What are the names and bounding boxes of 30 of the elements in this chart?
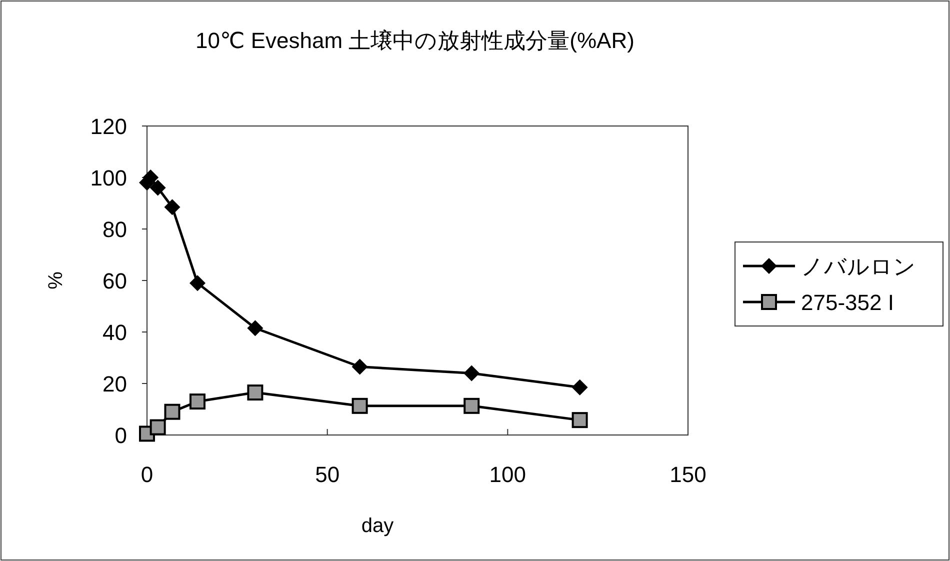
- point: [352, 398, 368, 414]
- y-tick-label: 0: [114, 423, 127, 448]
- point: [150, 419, 166, 436]
- point: [464, 365, 480, 382]
- y-axis-title: %: [45, 271, 67, 290]
- point: [247, 384, 264, 401]
- y-tick-label: 20: [102, 372, 127, 396]
- legend-label: ノバルロン: [801, 254, 916, 279]
- point: [150, 180, 166, 196]
- x-axis-title: day: [361, 515, 394, 537]
- y-tick-label: 120: [90, 114, 127, 139]
- y-tick-label: 60: [102, 268, 127, 294]
- point: [572, 412, 588, 428]
- y-tick-label: 40: [102, 320, 127, 345]
- point: [164, 404, 180, 420]
- point: [464, 398, 480, 414]
- x-tick-label: 0: [140, 462, 154, 487]
- point: [247, 320, 264, 336]
- point: [572, 379, 588, 396]
- legend-label: 275-352 I: [801, 290, 894, 315]
- point: [189, 394, 206, 410]
- x-tick-label: 50: [315, 462, 340, 487]
- x-tick-label: 100: [489, 462, 526, 487]
- chart-title: 10℃ Evesham 土壌中の放射性成分量(%AR): [196, 28, 634, 53]
- point: [164, 199, 180, 216]
- y-tick-label: 80: [102, 217, 127, 242]
- x-tick-label: 150: [670, 462, 706, 487]
- y-tick-label: 100: [90, 166, 127, 190]
- point: [189, 275, 206, 292]
- point: [352, 358, 368, 375]
